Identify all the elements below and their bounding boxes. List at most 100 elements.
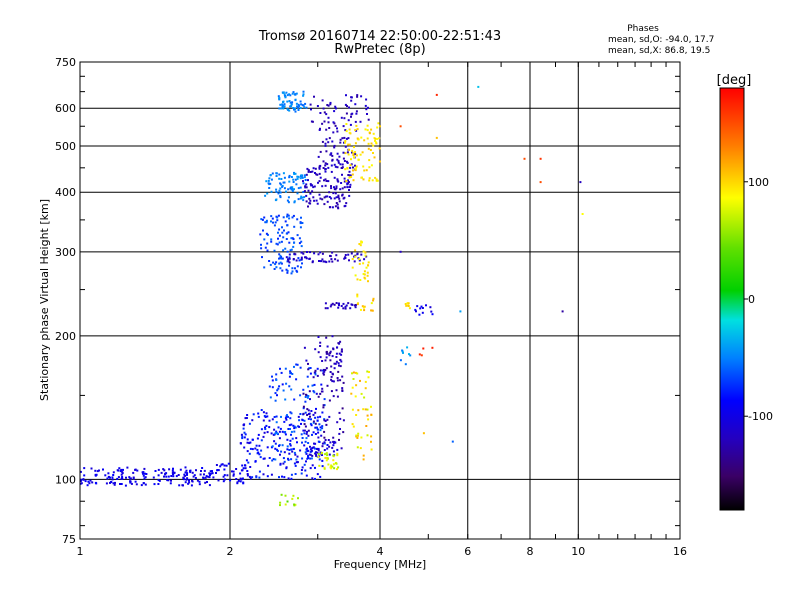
- data-point: [287, 196, 290, 199]
- data-point: [324, 142, 327, 145]
- data-point: [95, 473, 98, 476]
- y-tick-label: 400: [55, 186, 76, 199]
- data-point: [79, 470, 82, 473]
- data-point: [169, 482, 172, 485]
- data-point: [258, 476, 261, 479]
- data-point: [459, 310, 462, 313]
- data-point: [327, 141, 330, 144]
- data-point: [303, 190, 306, 193]
- data-point: [367, 118, 370, 121]
- data-point: [561, 310, 564, 313]
- data-point: [304, 256, 307, 259]
- data-point: [367, 280, 369, 283]
- data-point: [290, 430, 293, 433]
- data-point: [328, 260, 331, 263]
- data-point: [263, 216, 266, 219]
- data-point: [339, 141, 342, 144]
- data-point: [284, 95, 287, 98]
- data-point: [420, 305, 423, 308]
- data-point: [285, 238, 288, 240]
- data-point: [366, 370, 369, 373]
- data-point: [275, 198, 278, 201]
- data-point: [314, 426, 317, 429]
- data-point: [335, 187, 338, 189]
- data-point: [268, 426, 271, 429]
- data-point: [241, 464, 244, 467]
- data-point: [145, 473, 148, 475]
- data-point: [268, 260, 271, 262]
- data-point: [343, 180, 346, 183]
- data-point: [305, 437, 308, 440]
- data-point: [248, 452, 251, 455]
- data-point: [175, 475, 178, 478]
- data-point: [113, 483, 116, 486]
- data-point: [341, 387, 344, 390]
- data-point: [244, 467, 247, 470]
- data-point: [286, 271, 289, 274]
- x-tick-label: 10: [571, 545, 585, 558]
- data-point: [368, 177, 371, 180]
- data-point: [280, 450, 283, 453]
- data-point: [286, 213, 289, 216]
- data-point: [350, 176, 353, 178]
- data-point: [312, 167, 315, 170]
- data-point: [326, 345, 329, 348]
- data-point: [336, 452, 339, 455]
- data-point: [282, 236, 285, 239]
- data-point: [144, 483, 147, 486]
- y-axis-ticks: 75 100 200 300 400 500 600 750: [55, 56, 680, 546]
- data-point: [321, 99, 324, 102]
- data-point: [371, 179, 374, 182]
- data-point: [336, 259, 339, 262]
- data-point: [219, 465, 222, 468]
- data-point: [276, 394, 278, 397]
- data-point: [307, 362, 309, 365]
- data-point: [275, 430, 278, 433]
- data-point: [351, 372, 353, 375]
- data-point: [264, 246, 267, 249]
- data-point: [310, 108, 312, 111]
- data-point: [314, 422, 317, 425]
- data-point: [431, 346, 434, 349]
- data-point: [260, 439, 263, 442]
- data-point: [266, 242, 269, 245]
- data-point: [358, 243, 361, 245]
- data-point: [291, 216, 294, 219]
- data-point: [335, 356, 338, 358]
- data-point: [282, 107, 285, 110]
- data-point: [288, 109, 291, 112]
- data-point: [332, 450, 335, 453]
- data-point: [370, 435, 373, 438]
- x-tick-label: 2: [227, 545, 234, 558]
- data-point: [289, 101, 292, 104]
- data-point: [366, 124, 369, 127]
- data-point: [293, 365, 295, 368]
- data-point: [308, 412, 311, 415]
- data-point: [302, 252, 305, 255]
- data-point: [335, 202, 338, 204]
- data-point: [351, 258, 354, 260]
- data-point: [352, 166, 354, 169]
- data-point: [236, 481, 239, 484]
- data-point: [88, 482, 91, 485]
- data-point: [265, 424, 268, 427]
- data-point: [310, 457, 313, 460]
- data-point: [79, 480, 82, 482]
- data-point: [125, 476, 127, 479]
- data-point: [335, 389, 338, 392]
- data-point: [209, 470, 212, 473]
- data-point: [367, 418, 370, 421]
- data-point: [291, 237, 294, 240]
- data-point: [322, 167, 325, 169]
- data-point: [275, 415, 278, 418]
- data-point: [186, 473, 188, 476]
- data-point: [378, 147, 381, 150]
- data-point: [258, 453, 261, 456]
- data-point: [257, 415, 260, 418]
- data-point: [166, 479, 169, 482]
- data-point: [327, 121, 330, 124]
- data-point: [328, 137, 331, 140]
- data-point: [350, 392, 353, 395]
- data-point: [333, 163, 336, 166]
